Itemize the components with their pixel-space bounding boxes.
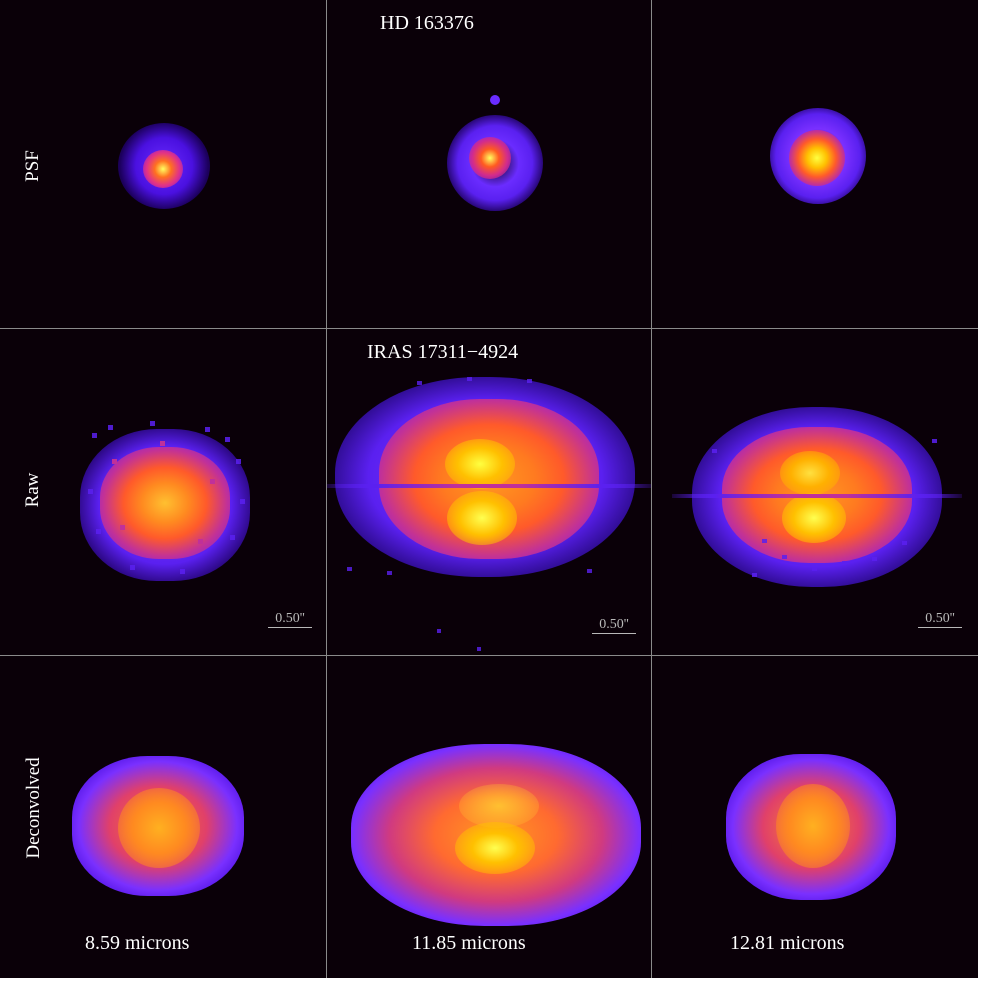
psf-core <box>143 150 183 188</box>
grid-divider <box>0 655 978 656</box>
scale-bar: 0.50'' <box>268 612 312 628</box>
scale-bar: 0.50'' <box>592 618 636 634</box>
grid-divider <box>326 0 327 978</box>
psf-1185-panel <box>327 0 651 328</box>
raw-noise <box>347 377 592 651</box>
scale-bar: 0.50'' <box>918 612 962 628</box>
deconv-lobe-upper <box>459 784 539 828</box>
raw-noise <box>88 421 245 574</box>
scale-bar-line <box>592 633 636 634</box>
raw-1185-panel <box>327 329 651 655</box>
deconv-lobe-lower <box>455 822 535 874</box>
scale-bar-line <box>268 627 312 628</box>
wavelength-label-859: 8.59 microns <box>85 932 190 954</box>
science-target-title: IRAS 17311−4924 <box>367 341 519 363</box>
raw-core <box>100 447 230 559</box>
deconv-core <box>776 784 850 868</box>
scale-bar-label: 0.50'' <box>599 617 629 632</box>
raw-lobe-lower <box>447 491 517 545</box>
scale-bar-label: 0.50'' <box>275 611 305 626</box>
psf-859-panel <box>0 0 326 328</box>
raw-noise <box>712 439 937 577</box>
raw-lobe-lower <box>782 493 846 543</box>
raw-stripe <box>672 494 962 498</box>
psf-target-title: HD 163376 <box>380 12 474 34</box>
psf-1281-panel <box>652 0 978 328</box>
raw-lobe-upper <box>445 439 515 489</box>
psf-core <box>789 130 845 186</box>
grid-divider <box>0 328 978 329</box>
wavelength-label-1185: 11.85 microns <box>412 932 526 954</box>
deconv-1185-panel <box>327 656 651 978</box>
psf-core <box>469 137 511 179</box>
raw-lobe-upper <box>780 451 840 495</box>
deconv-859-panel <box>0 656 326 978</box>
deconv-core <box>118 788 200 868</box>
row-label-psf: PSF <box>22 150 43 182</box>
row-label-deconvolved: Deconvolved <box>23 757 44 859</box>
wavelength-label-1281: 12.81 microns <box>730 932 845 954</box>
raw-859-panel <box>0 329 326 655</box>
scale-bar-line <box>918 627 962 628</box>
grid-divider <box>651 0 652 978</box>
scale-bar-label: 0.50'' <box>925 611 955 626</box>
row-label-raw: Raw <box>22 472 43 508</box>
raw-1281-panel <box>652 329 978 655</box>
raw-stripe <box>327 484 651 488</box>
psf-speck <box>490 95 500 105</box>
deconv-1281-panel <box>652 656 978 978</box>
